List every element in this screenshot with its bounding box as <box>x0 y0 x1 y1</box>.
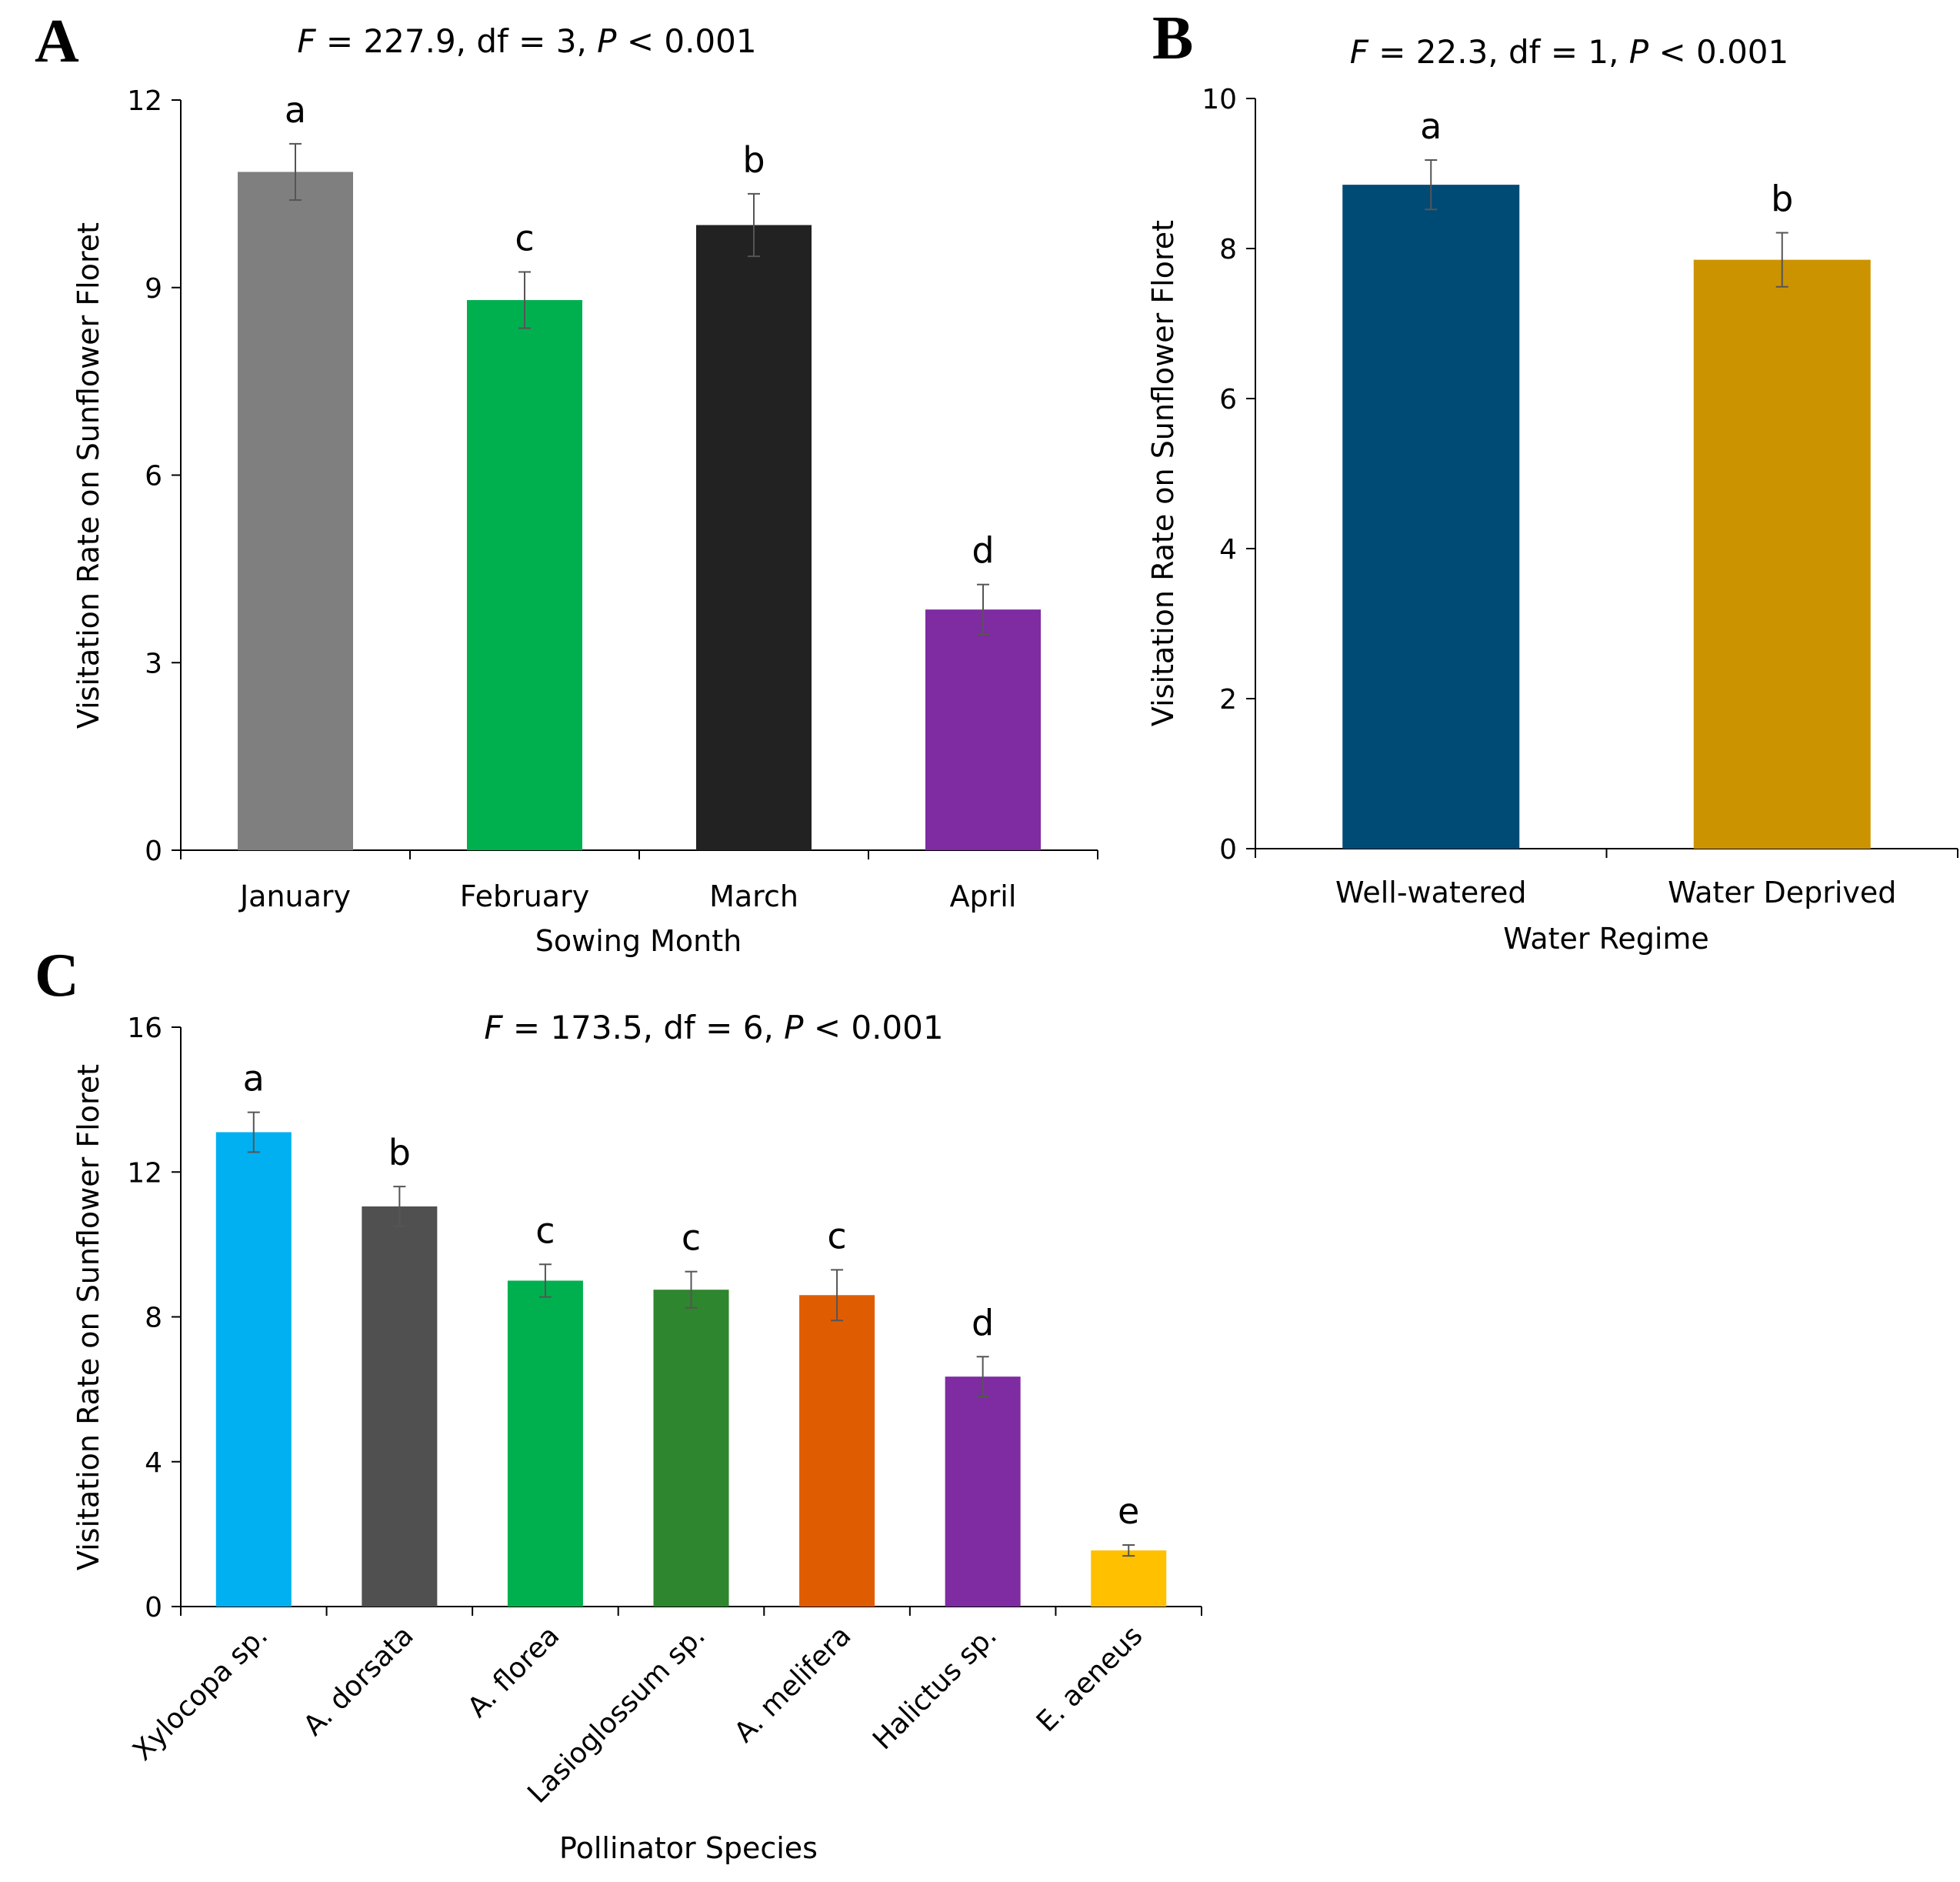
title-part-rest2: < 0.001 <box>616 22 756 60</box>
x-axis-label: Sowing Month <box>535 924 742 958</box>
y-tick-label: 9 <box>145 273 162 305</box>
title-part-p: P <box>784 1009 804 1046</box>
title-part-stat: F <box>297 22 316 60</box>
category-label: Xylocopa sp. <box>127 1620 274 1767</box>
significance-letter: c <box>515 217 534 259</box>
x-axis-label: Pollinator Species <box>559 1831 818 1865</box>
title-part-p: P <box>1629 33 1649 71</box>
significance-letter: b <box>388 1132 411 1173</box>
y-tick-label: 4 <box>1219 534 1237 566</box>
bar <box>1693 259 1871 849</box>
significance-letter: c <box>827 1215 846 1256</box>
bar <box>653 1290 729 1607</box>
category-label: January <box>238 879 351 913</box>
y-tick-label: 3 <box>145 648 162 679</box>
y-tick-label: 6 <box>145 461 162 492</box>
panel-a: A F = 227.9, df = 3, P < 0.001 Visitation … <box>35 8 1098 958</box>
title-part-rest1: = 173.5, df = 6, <box>503 1009 785 1046</box>
bar <box>696 225 812 850</box>
significance-letter: a <box>243 1058 265 1100</box>
category-label: A. florea <box>462 1620 565 1723</box>
y-tick-label: 10 <box>1202 84 1237 115</box>
chart-title: F = 173.5, df = 6, P < 0.001 <box>484 1009 943 1046</box>
title-part-rest2: < 0.001 <box>803 1009 943 1046</box>
y-axis-label: Visitation Rate on Sunflower Floret <box>72 222 105 729</box>
significance-letter: b <box>742 139 765 181</box>
panel-label: C <box>35 942 79 1009</box>
category-label: April <box>950 879 1017 913</box>
bar <box>238 172 353 850</box>
category-label: Halictus sp. <box>867 1620 1003 1756</box>
title-part-stat: F <box>1350 33 1369 71</box>
y-tick-label: 2 <box>1219 684 1237 716</box>
category-label: A. melifera <box>728 1620 857 1748</box>
significance-letter: d <box>972 530 994 572</box>
bar <box>1342 185 1520 849</box>
y-tick-label: 8 <box>145 1303 162 1334</box>
bar <box>362 1206 438 1607</box>
category-label: A. dorsata <box>298 1620 420 1742</box>
title-part-rest2: < 0.001 <box>1648 33 1788 71</box>
y-tick-label: 12 <box>127 1157 162 1189</box>
significance-letter: e <box>1118 1490 1139 1532</box>
bar <box>945 1376 1021 1607</box>
panel-label: B <box>1152 5 1193 72</box>
significance-letter: c <box>682 1217 701 1259</box>
category-label: Water Deprived <box>1668 876 1896 909</box>
bar <box>507 1280 583 1607</box>
y-tick-label: 0 <box>145 1592 162 1623</box>
y-tick-label: 0 <box>1219 834 1237 866</box>
title-part-p: P <box>597 22 617 60</box>
bar <box>467 300 582 850</box>
significance-letter: d <box>972 1302 994 1343</box>
bar <box>799 1295 875 1607</box>
title-part-rest1: = 22.3, df = 1, <box>1368 33 1629 71</box>
title-part-stat: F <box>484 1009 503 1046</box>
bar <box>925 609 1041 850</box>
panel-label: A <box>35 8 79 75</box>
significance-letter: a <box>1420 105 1442 147</box>
y-tick-label: 0 <box>145 836 162 867</box>
y-tick-label: 12 <box>127 85 162 117</box>
significance-letter: c <box>535 1210 555 1251</box>
y-tick-label: 4 <box>145 1447 162 1479</box>
title-part-rest1: = 227.9, df = 3, <box>316 22 598 60</box>
significance-letter: a <box>285 89 306 131</box>
category-label: February <box>460 879 589 913</box>
panel-b: B F = 22.3, df = 1, P < 0.001 Visitation R… <box>1146 5 1958 956</box>
category-label: Well-watered <box>1335 876 1526 909</box>
panel-c: C F = 173.5, df = 6, P < 0.001 Visitation … <box>35 942 1202 1865</box>
category-label: E. aeneus <box>1031 1620 1149 1738</box>
category-label: March <box>709 879 798 913</box>
y-axis-label: Visitation Rate on Sunflower Floret <box>1146 220 1180 726</box>
x-axis-label: Water Regime <box>1503 922 1709 956</box>
bar <box>1091 1550 1167 1607</box>
chart-title: F = 22.3, df = 1, P < 0.001 <box>1350 33 1789 71</box>
significance-letter: b <box>1771 179 1793 220</box>
y-tick-label: 6 <box>1219 384 1237 415</box>
y-tick-label: 16 <box>127 1013 162 1044</box>
y-axis-label: Visitation Rate on Sunflower Floret <box>72 1064 105 1570</box>
bar <box>215 1132 292 1607</box>
chart-title: F = 227.9, df = 3, P < 0.001 <box>297 22 756 60</box>
y-tick-label: 8 <box>1219 234 1237 265</box>
